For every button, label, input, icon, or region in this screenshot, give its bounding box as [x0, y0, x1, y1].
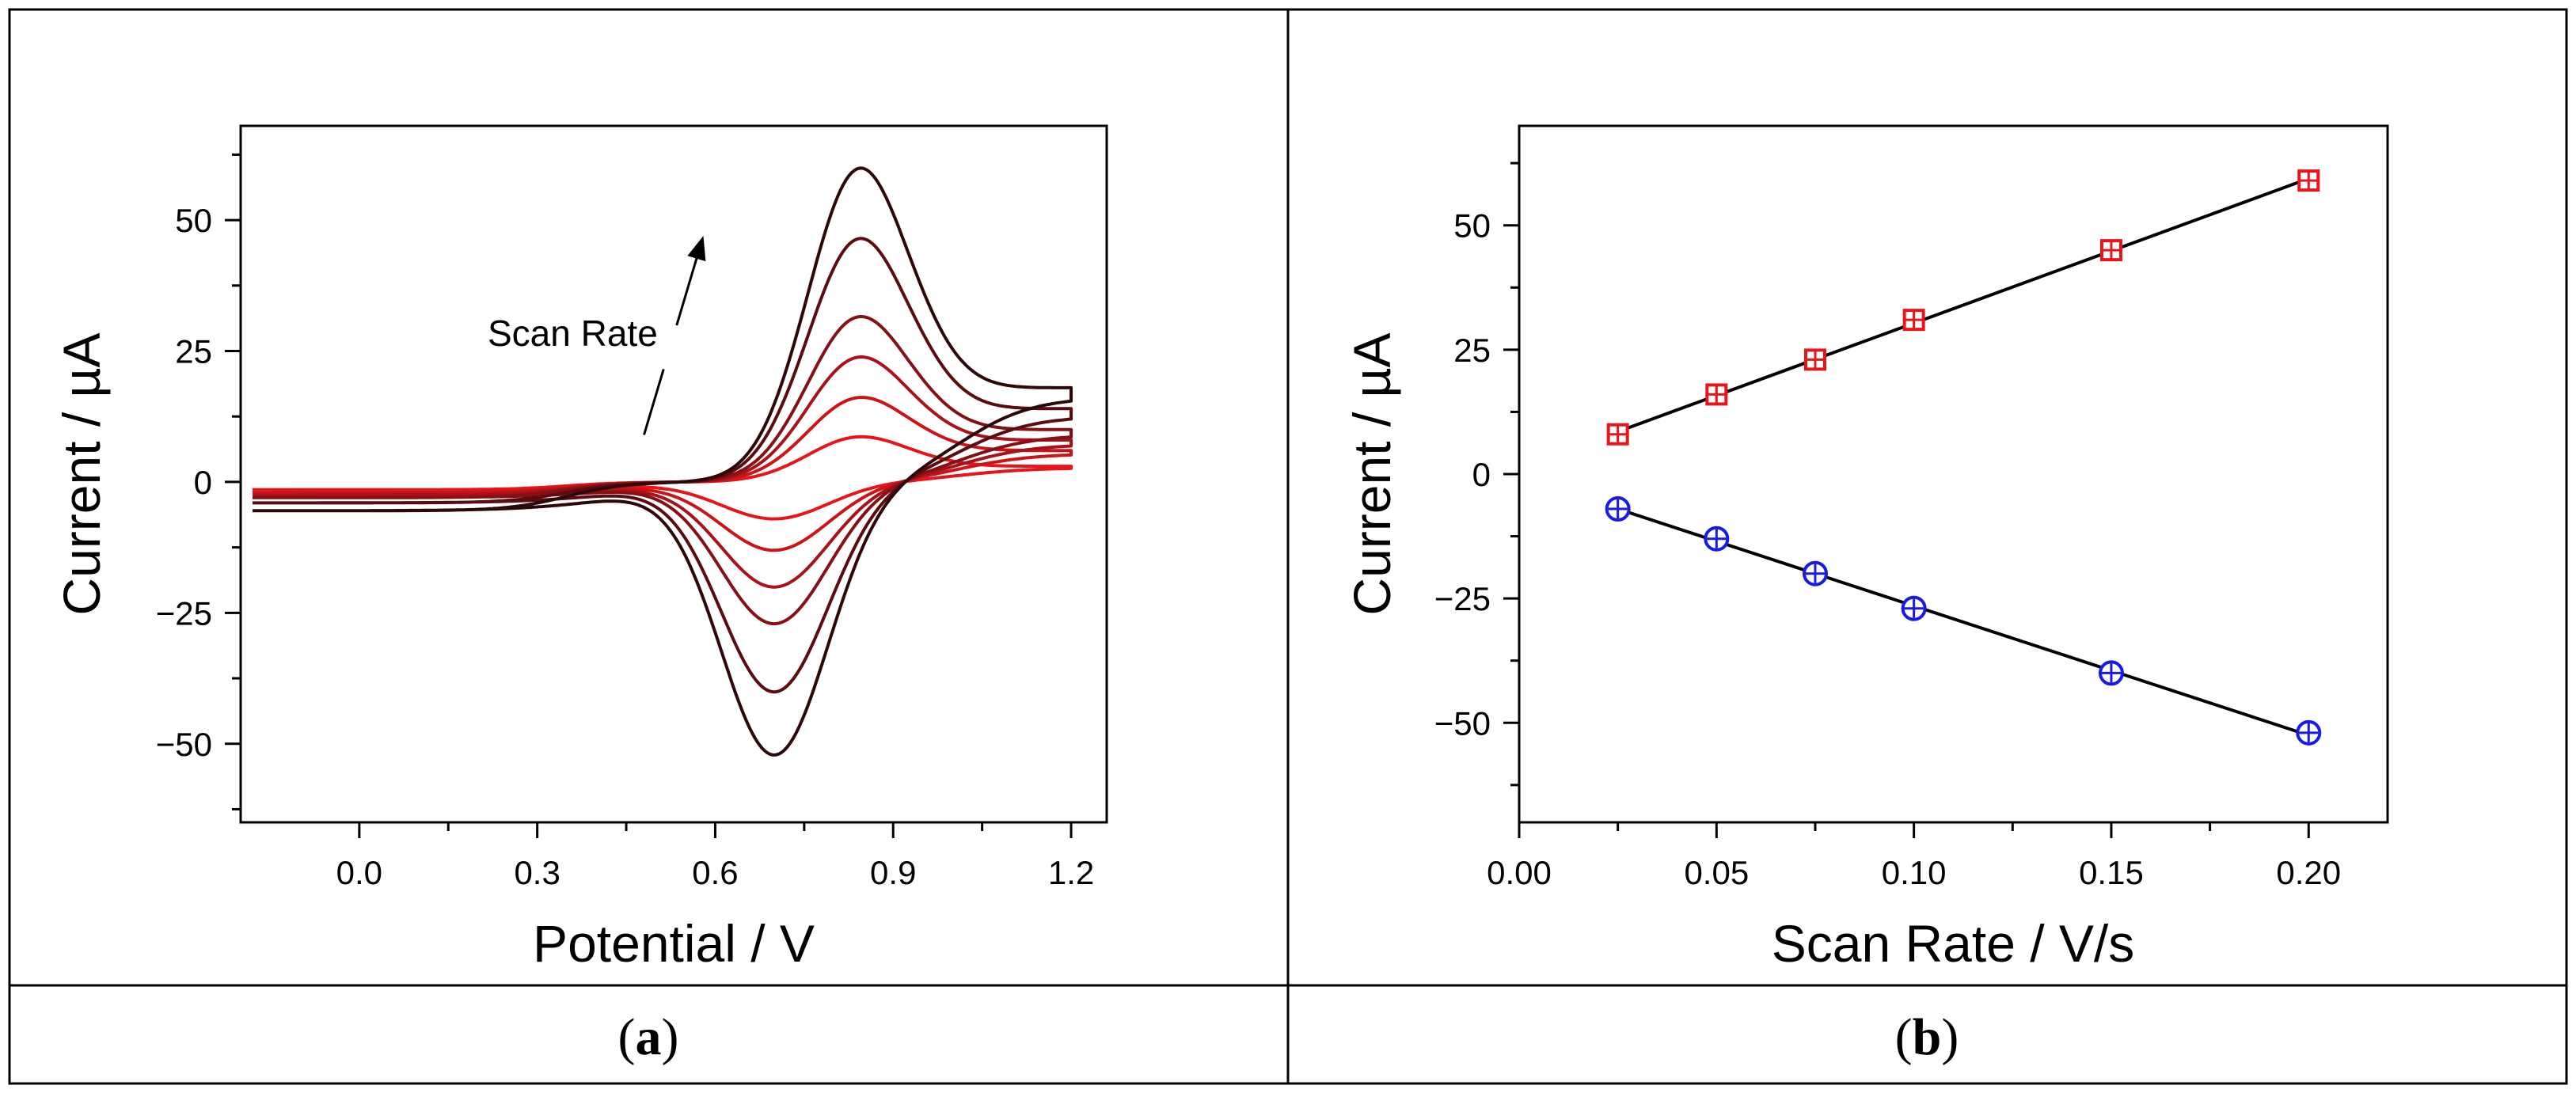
a-ytick-label: 25	[175, 333, 212, 370]
caption-b: (b)	[1895, 1008, 1959, 1066]
b-ytick-label: 0	[1472, 456, 1491, 493]
b-point-cathodic	[1802, 560, 1828, 586]
a-ytick-label: −50	[156, 726, 212, 763]
b-point-anodic	[1705, 383, 1728, 406]
b-ytick-label: 50	[1453, 207, 1491, 245]
a-xtick-label: 0.9	[870, 854, 916, 891]
b-point-anodic	[1803, 348, 1826, 371]
caption-b-letter: b	[1913, 1008, 1942, 1066]
a-annotation-arrow-head	[687, 235, 706, 262]
a-curves	[253, 166, 1073, 757]
a-ytick-label: −25	[156, 594, 212, 632]
b-ytick-label: 25	[1453, 332, 1491, 369]
a-ytick-label: 50	[175, 202, 212, 239]
a-cv-curve-6	[253, 166, 1073, 757]
a-xtick-label: 0.3	[514, 854, 560, 891]
caption-a: (a)	[618, 1008, 679, 1066]
a-cv-curve-4	[253, 315, 1073, 626]
b-points	[1605, 169, 2322, 746]
b-xtick-label: 0.00	[1487, 854, 1552, 891]
b-fit-lines	[1617, 176, 2309, 737]
b-point-anodic	[1606, 423, 1629, 446]
a-annotation-text: Scan Rate	[488, 313, 658, 354]
a-xtick-label: 0.6	[692, 854, 738, 891]
b-point-cathodic	[1704, 526, 1730, 552]
a-xtick-label: 1.2	[1048, 854, 1094, 891]
b-fit-line-1	[1617, 176, 2309, 434]
a-annotation-arrow-shaft	[675, 253, 700, 326]
a-xlabel: Potential / V	[533, 914, 815, 973]
b-ylabel: Current / µA	[1343, 332, 1401, 615]
a-cv-curve-2	[253, 396, 1073, 552]
b-point-cathodic	[2296, 719, 2322, 746]
b-point-anodic	[2099, 239, 2122, 262]
b-xtick-label: 0.05	[1684, 854, 1749, 891]
b-ytick-label: −25	[1434, 580, 1491, 617]
chart-b-peak-current-vs-scan-rate: 0.00 0.05 0.10 0.15 0.20 −50 −25 0 25 50 Scan Rat…	[1343, 124, 2389, 973]
a-ylabel: Current / µA	[52, 332, 111, 615]
a-plot-frame	[239, 124, 1108, 824]
b-point-cathodic	[1901, 595, 1927, 621]
b-xlabel: Scan Rate / V/s	[1772, 914, 2135, 973]
b-ytick-label: −50	[1434, 704, 1491, 742]
b-xtick-label: 0.15	[2079, 854, 2144, 891]
b-point-cathodic	[2098, 660, 2124, 686]
b-point-cathodic	[1605, 496, 1631, 522]
b-xtick-label: 0.20	[2276, 854, 2341, 891]
a-annotation-arrow-tail	[643, 368, 665, 435]
caption-a-letter: a	[636, 1008, 662, 1066]
b-point-anodic	[2297, 169, 2320, 192]
a-cv-curve-5	[253, 237, 1073, 694]
a-annotation: Scan Rate	[488, 235, 706, 435]
b-point-anodic	[1902, 309, 1925, 332]
b-fit-line-2	[1617, 507, 2309, 737]
chart-a-cyclic-voltammograms: 0.0 0.3 0.6 0.9 1.2 −50 −25 0 25 50 Potential / V…	[52, 124, 1108, 973]
b-xtick-label: 0.10	[1882, 854, 1947, 891]
b-ticks: 0.00 0.05 0.10 0.15 0.20 −50 −25 0 25 50	[1434, 161, 2341, 891]
figure-frame	[8, 8, 2568, 1085]
a-xtick-label: 0.0	[336, 854, 382, 891]
a-ytick-label: 0	[194, 464, 212, 501]
a-ticks: 0.0 0.3 0.6 0.9 1.2 −50 −25 0 25 50	[156, 153, 1094, 891]
